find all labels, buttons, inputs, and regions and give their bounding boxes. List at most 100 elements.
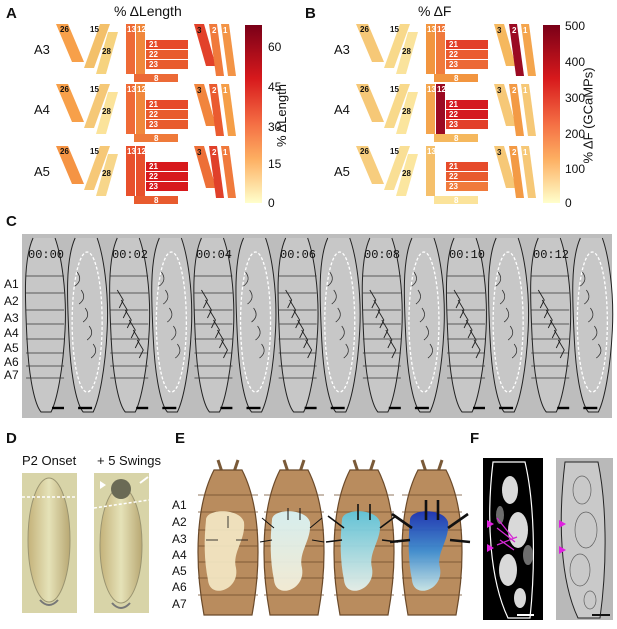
muscle-3 <box>494 146 516 188</box>
panel-label-c: C <box>6 213 17 230</box>
muscle-label: 15 <box>390 147 399 156</box>
muscle-label: 12 <box>437 25 446 34</box>
muscle-13 <box>126 146 135 196</box>
timestamp-label: 00:06 <box>280 248 317 262</box>
force-arrow <box>379 515 397 529</box>
muscle-label: 26 <box>60 25 69 34</box>
arrowhead-icon <box>559 520 566 528</box>
muscle-label: 1 <box>523 148 528 157</box>
muscle-13 <box>126 84 135 134</box>
muscle-label: 26 <box>360 85 369 94</box>
muscle-21 <box>146 162 188 171</box>
force-arrow <box>449 538 471 544</box>
f-difference-image <box>556 458 613 620</box>
muscle-label: 23 <box>449 182 458 191</box>
d-label-swings: + 5 Swings <box>97 453 161 468</box>
muscle-28 <box>96 92 118 134</box>
muscle-label: 21 <box>149 100 158 109</box>
muscle-label: 13 <box>427 85 436 94</box>
arrowhead-icon <box>487 520 494 528</box>
larva-frame <box>530 237 572 413</box>
muscle-12 <box>436 84 445 134</box>
panel-label-e: E <box>175 430 186 447</box>
muscle-23 <box>146 120 188 129</box>
arrowhead-icon <box>559 546 566 554</box>
panel-b-title: % ΔF <box>418 3 452 19</box>
muscle-26 <box>56 24 84 62</box>
seg-label: A4 <box>172 548 187 562</box>
muscle-label: 26 <box>60 147 69 156</box>
seg-label: A1 <box>4 277 19 291</box>
cbar-tick: 15 <box>268 157 282 171</box>
muscle-label: 8 <box>154 196 159 205</box>
larva-frame <box>403 237 445 413</box>
muscle-label: 23 <box>149 182 158 191</box>
muscle-label: 23 <box>149 120 158 129</box>
larva-frame <box>277 237 319 413</box>
muscle-2 <box>209 24 224 76</box>
larva-frame <box>445 237 487 413</box>
colorbar-b <box>543 25 560 203</box>
muscle-label: 21 <box>149 162 158 171</box>
panel-label-f: F <box>470 430 480 447</box>
cbar-tick: 0 <box>268 196 275 210</box>
muscle-label: 1 <box>223 26 228 35</box>
muscle-3 <box>194 146 216 188</box>
larva-frame <box>109 237 151 413</box>
muscle-15 <box>84 146 110 190</box>
muscle-label: 12 <box>137 147 146 156</box>
force-arrow <box>447 512 469 530</box>
muscle-22 <box>146 172 188 181</box>
muscle-28 <box>96 32 118 74</box>
seg-label: A6 <box>172 580 187 594</box>
muscle-label: 21 <box>449 100 458 109</box>
muscle-label: 23 <box>449 120 458 129</box>
muscle-3 <box>194 84 216 126</box>
muscle-label: 28 <box>402 107 411 116</box>
muscle-23 <box>446 60 488 69</box>
larva-time-series <box>24 237 614 413</box>
muscle-label: 21 <box>449 162 458 171</box>
cbar-tick: 45 <box>268 80 282 94</box>
muscle-label: 22 <box>449 110 458 119</box>
muscle-label: 12 <box>137 25 146 34</box>
muscle-15 <box>384 146 410 190</box>
force-arrow <box>311 539 325 543</box>
muscle-label: 12 <box>137 85 146 94</box>
seg-label: A7 <box>172 597 187 611</box>
muscle-label: 1 <box>523 26 528 35</box>
muscle-label: 22 <box>449 50 458 59</box>
muscle-label: 15 <box>90 147 99 156</box>
muscle-8 <box>434 74 478 82</box>
photo-plus-5-swings <box>93 473 150 613</box>
muscle-1 <box>221 84 236 136</box>
muscle-label: 23 <box>449 60 458 69</box>
muscle-26 <box>356 146 384 184</box>
muscle-12 <box>136 24 145 74</box>
larva-frame <box>488 237 530 413</box>
muscle-2 <box>209 84 224 136</box>
muscle-26 <box>56 146 84 184</box>
force-arrow <box>327 515 345 529</box>
muscle-2 <box>509 24 524 76</box>
muscle-15 <box>84 84 110 128</box>
muscle-label: 1 <box>223 148 228 157</box>
muscle-3 <box>494 84 516 126</box>
muscle-label: 13 <box>127 147 136 156</box>
muscle-label: 15 <box>390 25 399 34</box>
larva-schematics <box>197 459 471 616</box>
muscle-label: 3 <box>497 86 502 95</box>
timestamp-label: 00:12 <box>533 248 570 262</box>
muscle-21 <box>146 40 188 49</box>
force-arrow <box>261 517 275 529</box>
muscle-label: 28 <box>402 169 411 178</box>
cbar-title-b: % ΔF (GCaMPs) <box>580 67 596 164</box>
timestamp-label: 00:00 <box>28 248 65 262</box>
larva-schematic <box>389 459 471 616</box>
force-arrow <box>325 539 343 543</box>
seg-label: A2 <box>4 294 19 308</box>
